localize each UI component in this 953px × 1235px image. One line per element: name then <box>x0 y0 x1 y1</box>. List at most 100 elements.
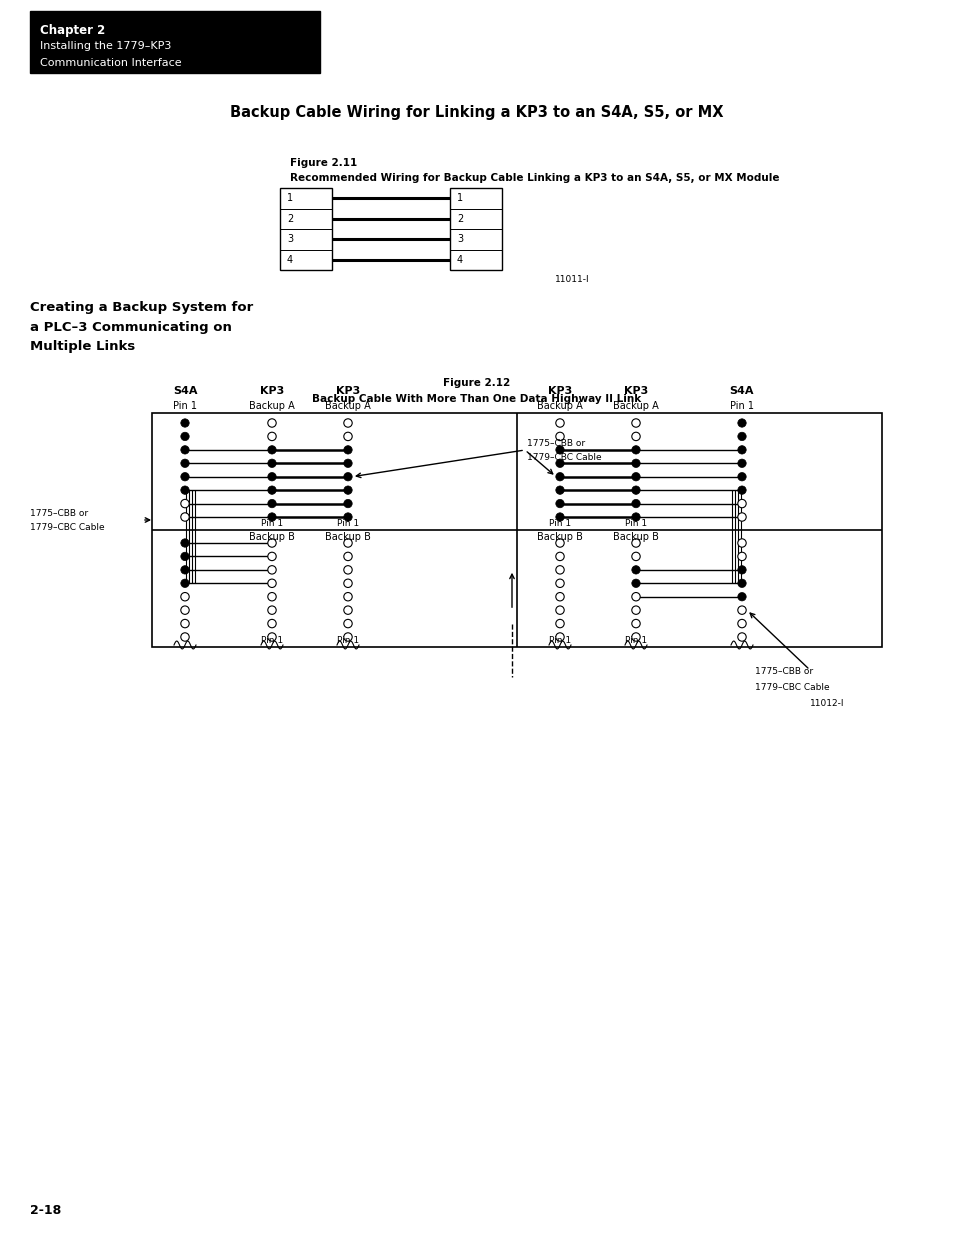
Circle shape <box>556 513 563 521</box>
Circle shape <box>631 513 639 521</box>
Circle shape <box>343 579 352 588</box>
Circle shape <box>556 446 563 454</box>
Circle shape <box>631 419 639 427</box>
Text: Pin 1: Pin 1 <box>261 636 283 645</box>
Text: S4A: S4A <box>172 387 197 396</box>
Circle shape <box>343 566 352 574</box>
Circle shape <box>181 485 189 494</box>
Circle shape <box>181 513 189 521</box>
Circle shape <box>268 485 276 494</box>
Text: 1775–CBB or: 1775–CBB or <box>30 509 88 517</box>
Circle shape <box>556 419 563 427</box>
Text: KP3: KP3 <box>259 387 284 396</box>
Circle shape <box>268 473 276 480</box>
Circle shape <box>268 552 276 561</box>
Text: 1779–CBC Cable: 1779–CBC Cable <box>30 524 105 532</box>
Circle shape <box>181 620 189 627</box>
Text: 1775–CBB or: 1775–CBB or <box>526 438 584 447</box>
Text: Pin 1: Pin 1 <box>172 401 196 411</box>
Circle shape <box>631 473 639 480</box>
Circle shape <box>556 620 563 627</box>
Circle shape <box>343 499 352 508</box>
Circle shape <box>631 632 639 641</box>
Text: S4A: S4A <box>729 387 754 396</box>
Circle shape <box>181 552 189 561</box>
Text: Pin 1: Pin 1 <box>729 401 753 411</box>
Circle shape <box>343 446 352 454</box>
Circle shape <box>268 606 276 614</box>
Circle shape <box>343 485 352 494</box>
Circle shape <box>556 459 563 468</box>
Circle shape <box>268 632 276 641</box>
Circle shape <box>181 632 189 641</box>
Text: Backup A: Backup A <box>613 401 659 411</box>
Text: Chapter 2: Chapter 2 <box>40 23 105 37</box>
Bar <box>450 188 501 270</box>
Text: KP3: KP3 <box>547 387 572 396</box>
Bar <box>152 412 882 647</box>
Text: Backup A: Backup A <box>249 401 294 411</box>
Text: 1: 1 <box>287 193 293 204</box>
Circle shape <box>631 552 639 561</box>
Circle shape <box>737 499 745 508</box>
Text: 11012-I: 11012-I <box>809 699 843 708</box>
Circle shape <box>343 538 352 547</box>
Circle shape <box>737 579 745 588</box>
Circle shape <box>737 419 745 427</box>
Circle shape <box>556 593 563 601</box>
Text: Backup A: Backup A <box>537 401 582 411</box>
Circle shape <box>268 513 276 521</box>
Text: 2: 2 <box>456 214 463 224</box>
Circle shape <box>343 459 352 468</box>
Circle shape <box>631 606 639 614</box>
Circle shape <box>181 579 189 588</box>
Text: Backup B: Backup B <box>325 532 371 542</box>
Text: 4: 4 <box>287 254 293 264</box>
Circle shape <box>631 593 639 601</box>
Circle shape <box>737 485 745 494</box>
Circle shape <box>556 579 563 588</box>
Circle shape <box>631 620 639 627</box>
Circle shape <box>556 566 563 574</box>
Circle shape <box>268 579 276 588</box>
Text: Pin 1: Pin 1 <box>261 519 283 529</box>
Circle shape <box>343 473 352 480</box>
Text: Backup B: Backup B <box>537 532 582 542</box>
Circle shape <box>556 485 563 494</box>
Circle shape <box>631 538 639 547</box>
Text: Multiple Links: Multiple Links <box>30 341 135 353</box>
Circle shape <box>737 593 745 601</box>
Circle shape <box>268 419 276 427</box>
Circle shape <box>181 566 189 574</box>
Text: 2: 2 <box>287 214 293 224</box>
Circle shape <box>737 606 745 614</box>
Text: Figure 2.12: Figure 2.12 <box>443 378 510 388</box>
Circle shape <box>343 552 352 561</box>
Circle shape <box>268 459 276 468</box>
Circle shape <box>631 579 639 588</box>
Text: 11011-I: 11011-I <box>555 275 589 284</box>
Circle shape <box>268 499 276 508</box>
Circle shape <box>631 485 639 494</box>
Circle shape <box>181 593 189 601</box>
Circle shape <box>181 538 189 547</box>
Circle shape <box>737 513 745 521</box>
Text: 2-18: 2-18 <box>30 1203 61 1216</box>
Text: Pin 1: Pin 1 <box>624 519 646 529</box>
Text: Backup Cable Wiring for Linking a KP3 to an S4A, S5, or MX: Backup Cable Wiring for Linking a KP3 to… <box>230 105 723 121</box>
Circle shape <box>181 459 189 468</box>
Circle shape <box>737 620 745 627</box>
Circle shape <box>556 432 563 441</box>
Text: 1779–CBC Cable: 1779–CBC Cable <box>526 452 601 462</box>
Bar <box>280 188 332 270</box>
Circle shape <box>343 593 352 601</box>
Text: Pin 1: Pin 1 <box>548 636 571 645</box>
Circle shape <box>343 513 352 521</box>
Circle shape <box>181 473 189 480</box>
Text: a PLC–3 Communicating on: a PLC–3 Communicating on <box>30 321 232 333</box>
Text: 1779–CBC Cable: 1779–CBC Cable <box>754 683 829 692</box>
Text: Figure 2.11: Figure 2.11 <box>290 158 356 168</box>
Circle shape <box>737 432 745 441</box>
Circle shape <box>181 419 189 427</box>
Text: Pin 1: Pin 1 <box>624 636 646 645</box>
